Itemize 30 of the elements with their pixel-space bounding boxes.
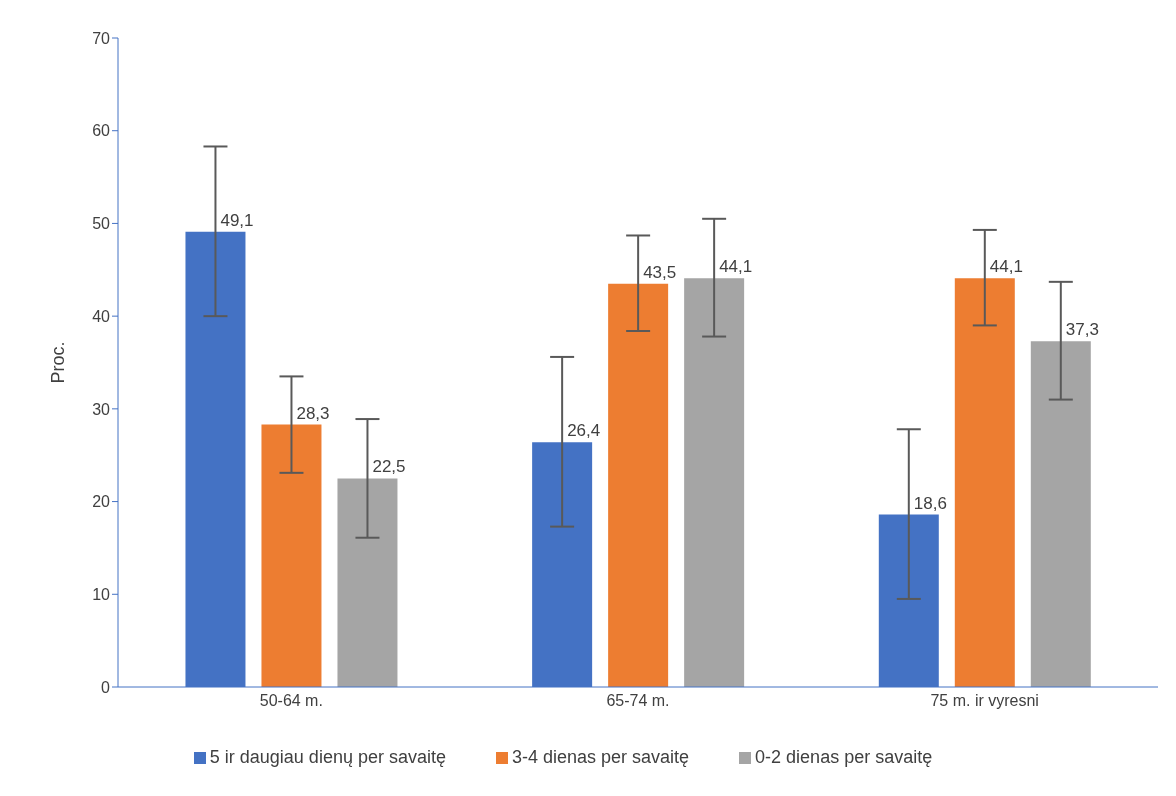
bar: [261, 424, 322, 687]
y-tick-label: 10: [92, 585, 111, 603]
y-tick-label: 70: [92, 29, 111, 47]
data-label: 37,3: [1065, 320, 1099, 340]
x-tick-label: 50-64 m.: [259, 692, 323, 710]
legend-label: 0-2 dienas per savaitę: [755, 747, 933, 767]
bar: [1030, 341, 1091, 687]
data-label: 44,1: [719, 257, 753, 277]
data-label: 43,5: [643, 262, 677, 282]
y-tick-label: 0: [101, 678, 111, 696]
legend-label: 3-4 dienas per savaitę: [511, 747, 690, 767]
bar: [684, 278, 745, 687]
data-label: 22,5: [372, 457, 406, 477]
bar: [337, 478, 398, 687]
y-tick-label: 40: [92, 307, 111, 325]
x-tick-label: 75 m. ir vyresni: [930, 692, 1039, 710]
data-label: 26,4: [567, 421, 601, 441]
legend-label: 5 ir daugiau dienų per savaitę: [209, 747, 446, 767]
bar: [954, 278, 1015, 687]
y-tick-label: 20: [92, 493, 111, 511]
data-label: 49,1: [220, 210, 254, 230]
y-axis-title: Proc.: [48, 341, 69, 384]
y-tick-label: 60: [92, 122, 111, 140]
y-tick-label: 50: [92, 215, 111, 233]
y-tick-label: 30: [92, 400, 111, 418]
data-label: 44,1: [989, 257, 1023, 277]
data-label: 28,3: [296, 403, 330, 423]
bar: [608, 283, 669, 687]
x-tick-label: 65-74 m.: [606, 692, 670, 710]
data-label: 18,6: [913, 493, 947, 513]
